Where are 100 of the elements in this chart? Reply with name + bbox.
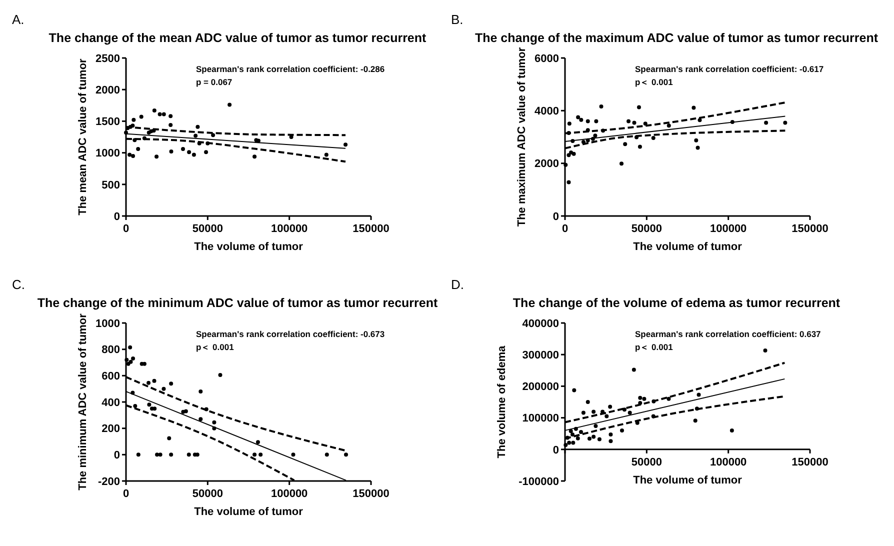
- annotation: Spearman's rank correlation coefficient: 0.637: [635, 329, 822, 339]
- y-tick-label: 800: [102, 344, 120, 356]
- point: [626, 119, 631, 124]
- y-tick-label: 1000: [96, 318, 120, 330]
- point: [608, 432, 613, 437]
- point: [152, 378, 156, 383]
- point: [139, 114, 144, 119]
- point: [169, 382, 174, 386]
- point: [567, 440, 572, 445]
- point: [130, 124, 135, 128]
- x-axis-title: The volume of tumor: [633, 474, 743, 486]
- point: [128, 360, 133, 364]
- point: [628, 410, 632, 415]
- point: [586, 119, 590, 124]
- x-tick-label: 150000: [792, 456, 828, 468]
- point: [576, 115, 580, 120]
- x-axis-title: The volume of tumor: [194, 241, 304, 253]
- annotation: p＜ 0.001: [635, 342, 674, 352]
- text: C.: [12, 277, 25, 292]
- point: [586, 400, 590, 404]
- point: [632, 120, 636, 125]
- point: [198, 389, 203, 394]
- chart-title: The change of the minimum ADC value of tumor as tumor recurrent: [37, 296, 438, 310]
- point: [187, 150, 192, 154]
- point: [763, 348, 768, 352]
- y-tick-label: 600: [102, 370, 120, 383]
- point: [696, 392, 701, 397]
- y-axis-title: The minimum ADC value of tumor: [77, 312, 89, 490]
- point: [198, 417, 203, 422]
- y-tick-label: 300000: [522, 349, 559, 362]
- point: [666, 396, 671, 401]
- chart-title: The change of the maximum ADC value of tumor as tumor recurrent: [474, 31, 879, 45]
- point: [169, 452, 174, 457]
- point: [136, 452, 140, 457]
- x-tick-label: 150000: [792, 223, 828, 235]
- point: [158, 452, 162, 457]
- point: [623, 142, 628, 146]
- point: [158, 112, 162, 116]
- y-tick-label: 2000: [96, 84, 120, 96]
- annotation: Spearman's rank correlation coefficient: -0.286: [196, 64, 385, 74]
- x-tick-label: 150000: [352, 223, 390, 235]
- point: [162, 386, 166, 391]
- point: [632, 368, 636, 372]
- point: [291, 452, 296, 457]
- text: B.: [451, 12, 464, 27]
- point: [128, 152, 132, 157]
- y-tick-label: 2500: [96, 52, 120, 65]
- x-tick-label: 0: [122, 223, 130, 235]
- x-tick-label: 50000: [631, 456, 662, 468]
- point: [666, 124, 671, 128]
- point: [344, 142, 348, 147]
- x-tick-label: 50000: [192, 223, 223, 235]
- point: [258, 452, 263, 457]
- point: [212, 420, 216, 424]
- y-axis-title: The volume of edema: [496, 344, 508, 458]
- point: [196, 124, 200, 129]
- x-tick-label: 100000: [710, 223, 747, 235]
- annotation: p＜ 0.001: [635, 77, 674, 87]
- point: [568, 429, 573, 434]
- point: [638, 396, 642, 400]
- point: [131, 356, 136, 361]
- point: [572, 152, 576, 156]
- point: [566, 153, 571, 158]
- point: [651, 136, 656, 140]
- point: [184, 409, 188, 414]
- point: [694, 138, 698, 142]
- point: [593, 134, 598, 138]
- y-tick-label: 200: [102, 423, 120, 436]
- x-tick-label: 100000: [710, 456, 747, 468]
- point: [693, 418, 698, 423]
- point: [344, 452, 348, 457]
- point: [162, 112, 166, 116]
- y-axis-title: The mean ADC value of tumor: [77, 58, 89, 216]
- point: [252, 154, 257, 159]
- y-tick-label: 1000: [96, 148, 120, 160]
- chart-title: The change of the mean ADC value of tumor as tumor recurrent: [48, 31, 428, 45]
- x-tick-label: 100000: [270, 223, 308, 235]
- y-tick-label: 2000: [534, 158, 559, 170]
- point: [204, 150, 208, 154]
- point: [169, 150, 174, 154]
- point: [696, 146, 700, 150]
- point: [592, 410, 596, 414]
- point: [594, 424, 598, 428]
- y-tick-label: 4000: [534, 106, 559, 118]
- point: [146, 380, 151, 385]
- y-tick-label: 500: [102, 179, 120, 192]
- point: [192, 152, 196, 157]
- x-tick-label: 50000: [192, 488, 223, 500]
- point: [571, 440, 576, 445]
- point: [186, 452, 191, 457]
- point: [597, 437, 602, 442]
- x-axis-title: The volume of tumor: [194, 506, 304, 518]
- point: [643, 122, 648, 126]
- point: [218, 373, 222, 378]
- y-tick-label: 0: [114, 210, 120, 223]
- text: A.: [12, 12, 24, 27]
- point: [579, 430, 584, 434]
- point: [608, 439, 613, 444]
- point: [131, 154, 136, 158]
- point: [211, 133, 216, 138]
